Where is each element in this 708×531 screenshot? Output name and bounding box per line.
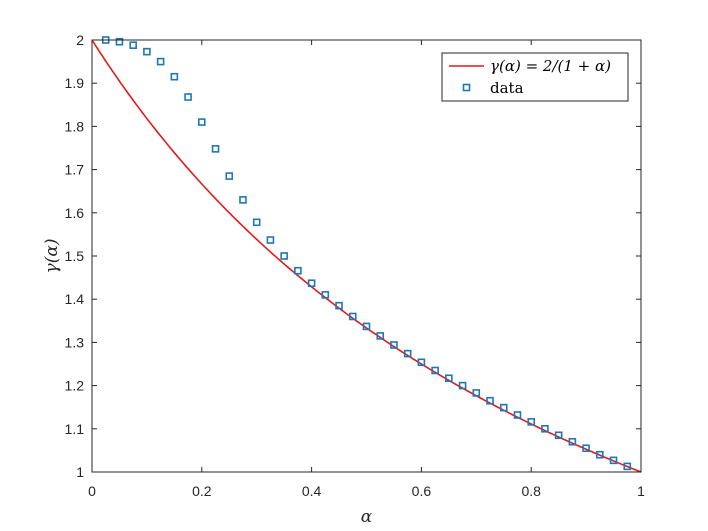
x-axis-label: α bbox=[361, 507, 373, 527]
y-tick-label: 1.2 bbox=[65, 378, 85, 394]
y-tick-label: 1.6 bbox=[65, 205, 85, 221]
data-point bbox=[596, 450, 604, 459]
curve-layer bbox=[91, 39, 642, 473]
data-point bbox=[115, 37, 124, 46]
data-point bbox=[170, 72, 179, 81]
x-tick-label: 0.4 bbox=[302, 483, 322, 499]
data-point bbox=[527, 418, 536, 426]
data-point bbox=[280, 252, 288, 260]
y-tick-label: 1.3 bbox=[65, 334, 85, 350]
legend-label-data: data bbox=[490, 79, 524, 97]
data-point bbox=[156, 57, 165, 66]
data-point bbox=[568, 437, 577, 446]
data-point bbox=[417, 358, 426, 367]
data-point bbox=[252, 218, 261, 227]
data-point bbox=[541, 424, 549, 433]
data-point bbox=[348, 312, 357, 321]
data-point bbox=[239, 196, 247, 204]
data-layer bbox=[101, 36, 632, 471]
data-point bbox=[211, 145, 220, 153]
series-line-curve bbox=[91, 39, 642, 473]
data-point bbox=[499, 403, 508, 412]
data-point bbox=[472, 389, 481, 397]
data-point bbox=[458, 381, 467, 390]
data-point bbox=[376, 332, 385, 340]
data-point bbox=[403, 349, 412, 358]
x-tick-label: 0.2 bbox=[192, 483, 212, 499]
x-ticks: 0 0.2 0.4 0.6 0.8 1 bbox=[88, 40, 645, 499]
data-point bbox=[307, 279, 316, 288]
data-point bbox=[609, 456, 618, 465]
data-point bbox=[582, 444, 590, 453]
legend-label-curve: γ(α) = 2/(1 + α) bbox=[490, 57, 611, 75]
x-tick-label: 0.8 bbox=[521, 483, 541, 499]
x-tick-label: 0.6 bbox=[412, 483, 432, 499]
y-tick-label: 1.4 bbox=[65, 291, 85, 307]
y-tick-label: 1.8 bbox=[65, 118, 85, 134]
y-ticks: 1 1.1 1.2 1.3 1.4 1.5 1.6 1.7 1.8 1.9 2 bbox=[65, 32, 641, 480]
data-point bbox=[554, 431, 563, 440]
data-point bbox=[362, 322, 371, 331]
legend-box bbox=[441, 52, 629, 102]
legend-marker-swatch bbox=[462, 83, 471, 92]
data-point bbox=[184, 93, 192, 101]
data-point bbox=[335, 301, 343, 310]
data-point bbox=[390, 341, 398, 349]
y-tick-label: 1.9 bbox=[65, 75, 85, 91]
y-tick-label: 1.1 bbox=[65, 421, 85, 437]
y-tick-label: 1.5 bbox=[65, 248, 85, 264]
data-point bbox=[266, 236, 275, 244]
data-point bbox=[486, 396, 494, 405]
data-point bbox=[623, 462, 632, 471]
data-point bbox=[225, 172, 234, 180]
data-point bbox=[143, 47, 151, 56]
data-point bbox=[198, 118, 206, 126]
data-point bbox=[129, 41, 137, 49]
y-tick-label: 1.7 bbox=[65, 162, 85, 178]
y-tick-label: 1 bbox=[76, 464, 84, 480]
data-point bbox=[513, 411, 522, 419]
x-tick-label: 0 bbox=[88, 483, 96, 499]
data-point bbox=[321, 291, 330, 299]
data-point bbox=[431, 366, 439, 375]
data-point bbox=[445, 374, 453, 383]
y-axis-label: γ(α) bbox=[42, 239, 62, 274]
plot-area bbox=[92, 40, 641, 472]
data-point bbox=[294, 266, 302, 275]
y-tick-label: 2 bbox=[76, 32, 84, 48]
x-tick-label: 1 bbox=[637, 483, 645, 499]
legend: γ(α) = 2/(1 + α) data bbox=[441, 52, 629, 102]
